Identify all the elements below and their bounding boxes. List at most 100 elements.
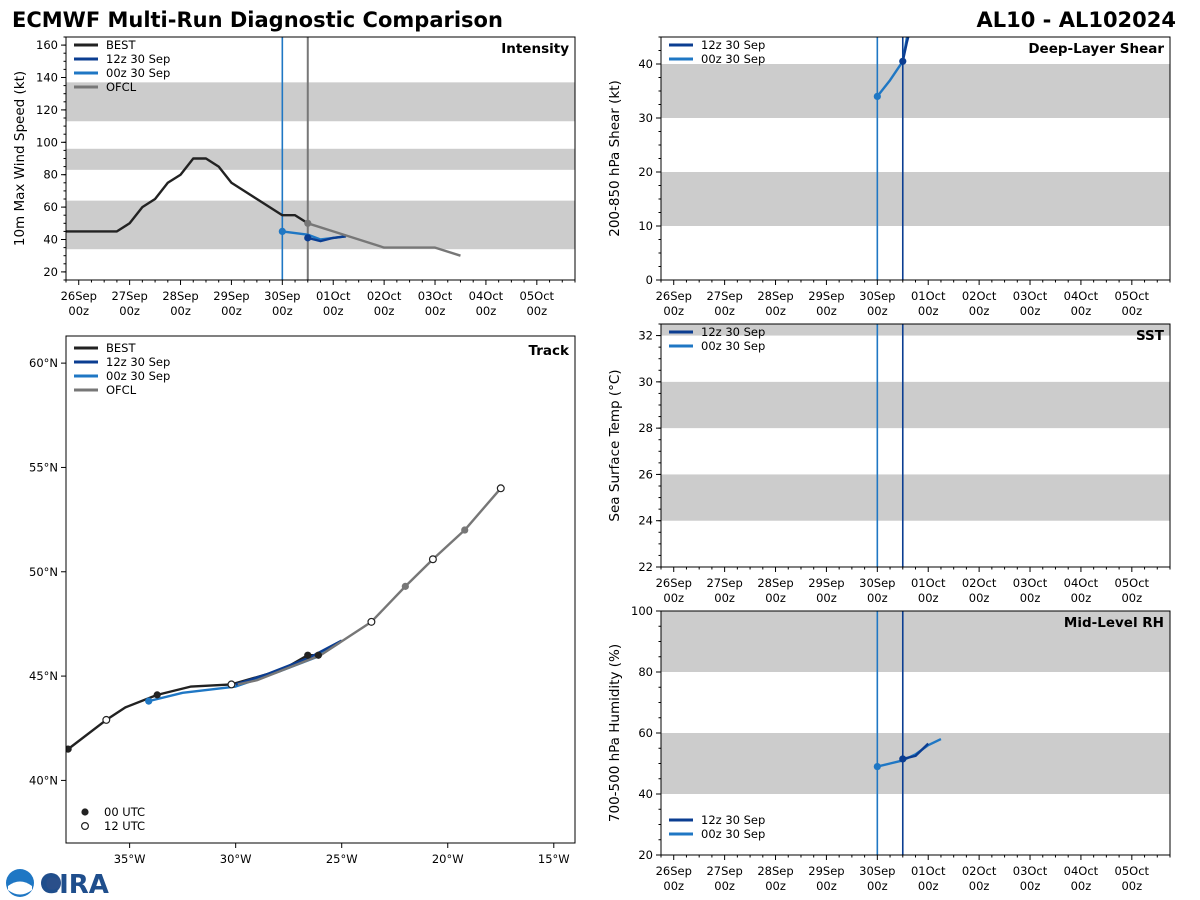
- legend-label-run12z: 12z 30 Sep: [701, 813, 765, 827]
- threshold-band: [661, 324, 1170, 336]
- track-point-12utc: [496, 484, 505, 493]
- x-tick-sublabel: 00z: [1121, 879, 1142, 893]
- track-point-00utc: [153, 691, 161, 699]
- cira-logo-text: CIRA: [40, 870, 109, 900]
- lon-tick-label: 25°W: [326, 852, 358, 866]
- lon-tick-label: 15°W: [538, 852, 570, 866]
- x-tick-sublabel: 00z: [1020, 304, 1041, 318]
- track-line-run00z: [148, 641, 341, 703]
- sst-plot-area: [661, 324, 1170, 567]
- series-line-run12z: [307, 235, 347, 243]
- x-tick-label: 30Sep: [264, 289, 300, 303]
- x-tick-sublabel: 00z: [1121, 591, 1142, 605]
- y-tick-label: 22: [638, 560, 653, 574]
- legend-label-run00z: 00z 30 Sep: [106, 369, 170, 383]
- intensity-y-axis-label: 10m Max Wind Speed (kt): [12, 71, 28, 246]
- track-panel: 35°W 30°W 25°W 20°W 15°W 40°N 45°N 50°N 55°N 60°N…: [29, 335, 576, 866]
- x-tick-label: 01Oct: [911, 289, 946, 303]
- y-tick-label: 160: [36, 38, 58, 52]
- x-tick-label: 04Oct: [1064, 576, 1099, 590]
- x-tick-sublabel: 00z: [1071, 591, 1092, 605]
- storm-id: AL10 - AL102024: [977, 8, 1177, 32]
- x-tick-label: 04Oct: [469, 289, 504, 303]
- series-start-marker: [873, 92, 881, 100]
- page-title: ECMWF Multi-Run Diagnostic Comparison: [12, 8, 503, 32]
- track-line-run12z: [235, 639, 343, 686]
- shear-y-axis-label: 200-850 hPa Shear (kt): [607, 80, 623, 237]
- legend-label-run12z: 12z 30 Sep: [701, 38, 765, 52]
- x-tick-label: 05Oct: [1115, 864, 1150, 878]
- x-tick-label: 29Sep: [808, 289, 844, 303]
- x-tick-sublabel: 00z: [476, 304, 497, 318]
- x-tick-label: 04Oct: [1064, 289, 1099, 303]
- legend-label-best: BEST: [106, 38, 136, 52]
- intensity-panel: 26Sep00z27Sep00z28Sep00z29Sep00z30Sep00z…: [12, 36, 576, 318]
- x-tick-sublabel: 00z: [374, 304, 395, 318]
- x-tick-label: 27Sep: [706, 289, 742, 303]
- x-tick-label: 30Sep: [859, 864, 895, 878]
- threshold-band: [661, 474, 1170, 521]
- track-line-ofcl: [237, 487, 502, 686]
- intensity-plot-area: [66, 37, 575, 280]
- x-tick-label: 27Sep: [706, 864, 742, 878]
- shear-plot-area: [661, 37, 1170, 280]
- y-tick-label: 120: [36, 103, 58, 117]
- x-tick-sublabel: 00z: [969, 591, 990, 605]
- threshold-band: [661, 733, 1170, 794]
- y-tick-label: 80: [43, 168, 58, 182]
- marker-legend-00utc: 00 UTC: [104, 805, 145, 819]
- track-point-00utc: [304, 651, 312, 659]
- series-start-marker: [304, 234, 312, 242]
- x-tick-sublabel: 00z: [969, 304, 990, 318]
- x-tick-sublabel: 00z: [1020, 879, 1041, 893]
- legend-label-run12z: 12z 30 Sep: [106, 355, 170, 369]
- legend-label-run00z: 00z 30 Sep: [106, 66, 170, 80]
- track-point-00utc: [461, 526, 469, 534]
- x-tick-sublabel: 00z: [323, 304, 344, 318]
- threshold-band: [661, 172, 1170, 226]
- series-start-marker: [899, 755, 907, 763]
- x-tick-label: 01Oct: [911, 864, 946, 878]
- x-tick-sublabel: 00z: [68, 304, 89, 318]
- x-tick-label: 26Sep: [61, 289, 97, 303]
- marker-legend-12utc: 12 UTC: [104, 819, 145, 833]
- threshold-band: [66, 82, 575, 122]
- lat-tick-label: 55°N: [29, 460, 58, 474]
- track-point-00utc: [314, 651, 322, 659]
- lat-tick-label: 50°N: [29, 565, 58, 579]
- x-tick-sublabel: 00z: [221, 304, 242, 318]
- series-line-ofcl: [307, 222, 461, 257]
- x-tick-sublabel: 00z: [526, 304, 547, 318]
- y-tick-label: 30: [638, 375, 653, 389]
- series-start-marker: [304, 219, 312, 227]
- x-tick-sublabel: 00z: [170, 304, 191, 318]
- rh-y-axis-label: 700-500 hPa Humidity (%): [607, 644, 623, 822]
- x-tick-sublabel: 00z: [918, 304, 939, 318]
- x-tick-label: 29Sep: [808, 864, 844, 878]
- track-point-12utc: [102, 715, 111, 724]
- cira-logo: CIRA: [6, 869, 109, 900]
- y-tick-label: 30: [638, 111, 653, 125]
- track-line-best: [67, 654, 319, 751]
- x-tick-label: 03Oct: [1013, 864, 1048, 878]
- x-tick-label: 27Sep: [706, 576, 742, 590]
- legend-label-ofcl: OFCL: [106, 383, 137, 397]
- x-tick-sublabel: 00z: [765, 304, 786, 318]
- series-start-marker: [873, 762, 881, 771]
- x-tick-label: 05Oct: [520, 289, 555, 303]
- x-tick-sublabel: 00z: [714, 304, 735, 318]
- lon-tick-label: 35°W: [114, 852, 146, 866]
- x-tick-sublabel: 00z: [816, 304, 837, 318]
- noaa-wave-icon: [8, 881, 32, 895]
- x-tick-label: 03Oct: [418, 289, 453, 303]
- marker-legend-00utc-icon: [81, 808, 89, 816]
- x-tick-sublabel: 00z: [918, 591, 939, 605]
- x-tick-label: 29Sep: [808, 576, 844, 590]
- y-tick-label: 10: [638, 219, 653, 233]
- x-tick-sublabel: 00z: [663, 304, 684, 318]
- sst-panel-title: SST: [1136, 328, 1165, 344]
- x-tick-sublabel: 00z: [867, 591, 888, 605]
- track-point-12utc: [367, 617, 376, 626]
- x-tick-sublabel: 00z: [663, 879, 684, 893]
